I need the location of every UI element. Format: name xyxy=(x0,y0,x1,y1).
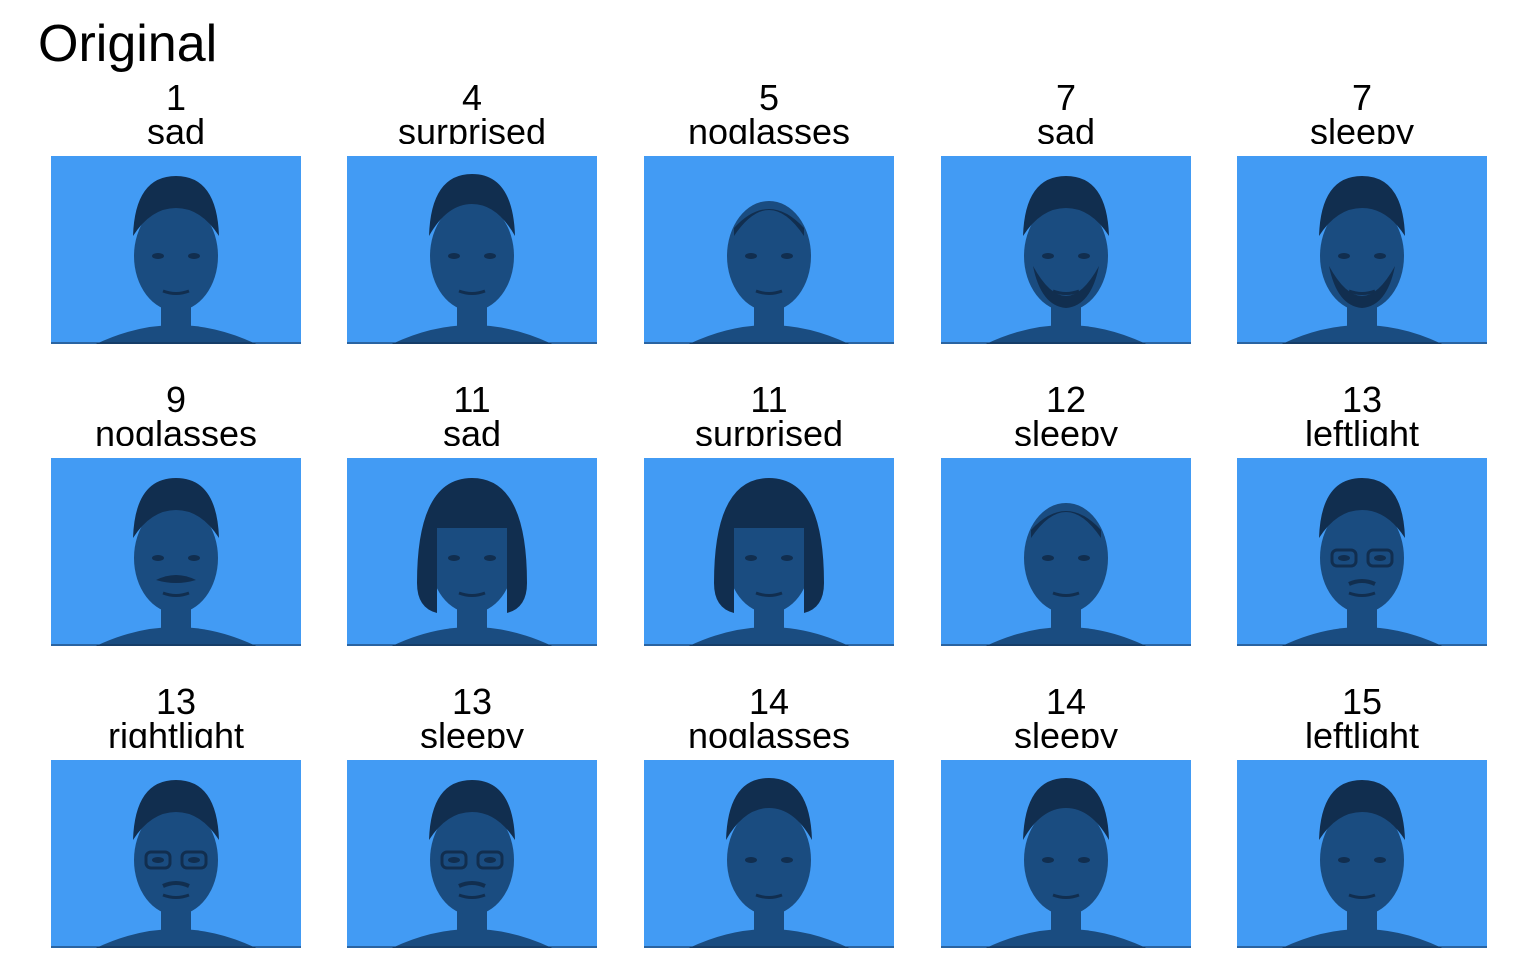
condition-label: noglasses xyxy=(687,718,851,748)
face-image xyxy=(941,458,1191,646)
subject-id: 11 xyxy=(453,379,491,420)
subject-id: 13 xyxy=(1341,379,1383,420)
condition-label: sleepy xyxy=(1013,416,1119,446)
condition-label: rightlight xyxy=(107,718,245,748)
face-cell: 13 rightlight xyxy=(51,681,301,948)
condition-label: sleepy xyxy=(419,718,525,748)
face-cell: 5 noglasses xyxy=(644,77,894,344)
condition-label: surprised xyxy=(397,114,547,144)
subject-id: 14 xyxy=(748,681,790,722)
subject-id: 7 xyxy=(1055,77,1077,118)
condition-label: surprised xyxy=(694,416,844,446)
face-image xyxy=(941,156,1191,344)
subject-id: 1 xyxy=(165,77,187,118)
subject-id: 13 xyxy=(451,681,493,722)
face-image xyxy=(51,458,301,646)
subject-id: 7 xyxy=(1351,77,1373,118)
condition-label: sleepy xyxy=(1013,718,1119,748)
face-cell: 4 surprised xyxy=(347,77,597,344)
subject-id: 5 xyxy=(758,77,780,118)
face-image xyxy=(51,760,301,948)
face-image xyxy=(644,458,894,646)
subject-id: 4 xyxy=(461,77,483,118)
subject-id: 14 xyxy=(1045,681,1087,722)
face-cell: 9 noglasses xyxy=(51,379,301,646)
condition-label: noglasses xyxy=(687,114,851,144)
face-image xyxy=(51,156,301,344)
face-image xyxy=(347,156,597,344)
face-image xyxy=(347,760,597,948)
face-cell: 7 sad xyxy=(941,77,1191,344)
condition-label: sad xyxy=(146,114,206,144)
face-image xyxy=(644,760,894,948)
face-cell: 14 noglasses xyxy=(644,681,894,948)
face-image xyxy=(347,458,597,646)
face-image xyxy=(1237,458,1487,646)
condition-label: sleepy xyxy=(1309,114,1415,144)
condition-label: noglasses xyxy=(94,416,258,446)
face-cell: 14 sleepy xyxy=(941,681,1191,948)
condition-label: leftlight xyxy=(1304,416,1420,446)
face-cell: 12 sleepy xyxy=(941,379,1191,646)
condition-label: leftlight xyxy=(1304,718,1420,748)
face-cell: 7 sleepy xyxy=(1237,77,1487,344)
face-image xyxy=(941,760,1191,948)
subject-id: 12 xyxy=(1045,379,1087,420)
subject-id: 11 xyxy=(750,379,788,420)
face-cell: 15 leftlight xyxy=(1237,681,1487,948)
subject-id: 15 xyxy=(1341,681,1383,722)
face-image xyxy=(1237,156,1487,344)
face-cell: 13 leftlight xyxy=(1237,379,1487,646)
face-image xyxy=(1237,760,1487,948)
subject-id: 13 xyxy=(155,681,197,722)
face-cell: 1 sad xyxy=(51,77,301,344)
condition-label: sad xyxy=(442,416,502,446)
face-cell: 11 sad xyxy=(347,379,597,646)
subject-id: 9 xyxy=(165,379,187,420)
face-image xyxy=(644,156,894,344)
figure-title: Original xyxy=(38,15,218,73)
face-cell: 13 sleepy xyxy=(347,681,597,948)
face-cell: 11 surprised xyxy=(644,379,894,646)
condition-label: sad xyxy=(1036,114,1096,144)
